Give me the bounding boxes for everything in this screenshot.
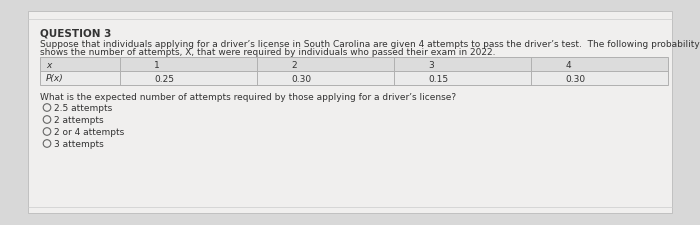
Text: 3 attempts: 3 attempts [54, 139, 104, 148]
Text: shows the number of attempts, X, that were required by individuals who passed th: shows the number of attempts, X, that we… [40, 48, 496, 57]
Text: 0.30: 0.30 [566, 74, 585, 83]
Text: 0.30: 0.30 [291, 74, 312, 83]
Bar [40, 58, 668, 72]
Bar [40, 58, 668, 86]
Text: 2 attempts: 2 attempts [54, 115, 104, 124]
Text: x: x [46, 60, 51, 69]
Text: What is the expected number of attempts required by those applying for a driver’: What is the expected number of attempts … [40, 93, 456, 101]
Text: 1: 1 [154, 60, 160, 69]
Text: 2.5 attempts: 2.5 attempts [54, 104, 112, 112]
Text: P(x): P(x) [46, 74, 64, 83]
Text: 0.25: 0.25 [154, 74, 174, 83]
Text: QUESTION 3: QUESTION 3 [40, 28, 111, 38]
Bar [40, 72, 668, 86]
Text: Suppose that individuals applying for a driver’s license in South Carolina are g: Suppose that individuals applying for a … [40, 40, 700, 49]
Text: 2: 2 [291, 60, 297, 69]
Text: 3: 3 [428, 60, 434, 69]
Text: 2 or 4 attempts: 2 or 4 attempts [54, 127, 125, 136]
Bar [28, 12, 672, 213]
Text: 0.15: 0.15 [428, 74, 449, 83]
Text: 4: 4 [566, 60, 571, 69]
